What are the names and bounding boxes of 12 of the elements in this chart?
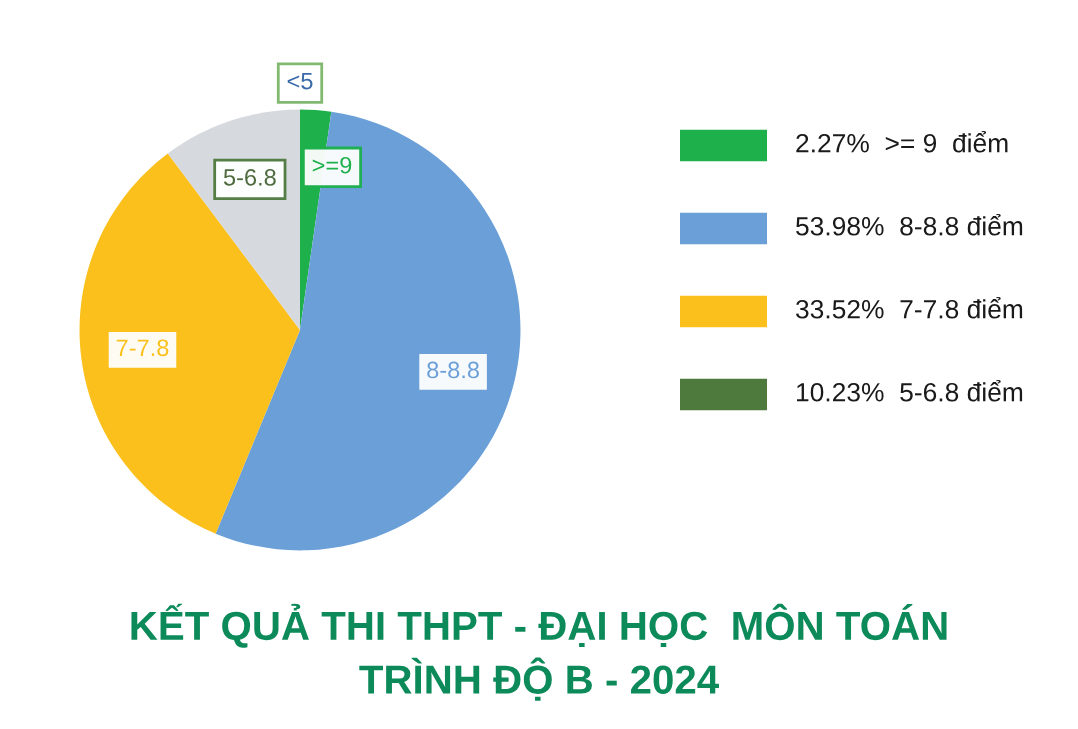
pie-slice — [215, 111, 521, 551]
category-label: 33.52% 7-7.8 điểm — [796, 297, 1023, 319]
category-label: 2.27% >= 9 điểm — [796, 131, 1008, 153]
category-label: 10.23% 5-6.8 điểm — [797, 380, 1023, 402]
slice-label: 5-6.8 — [223, 169, 276, 186]
category-label: <5 — [287, 72, 313, 90]
category-label: 53.98% 8-8.8 điểm — [796, 214, 1023, 236]
text: KẾT QUẢ THI THPT - ĐẠI HỌC MÔN TOÁN TRÌNH ĐỘ B - 2024 — [131, 603, 947, 701]
slice-label: 7-7.8 — [116, 339, 169, 357]
slice-label: 8-8.8 — [427, 361, 479, 379]
pie-slice — [79, 153, 300, 534]
slice-label: >=9 — [312, 156, 352, 174]
